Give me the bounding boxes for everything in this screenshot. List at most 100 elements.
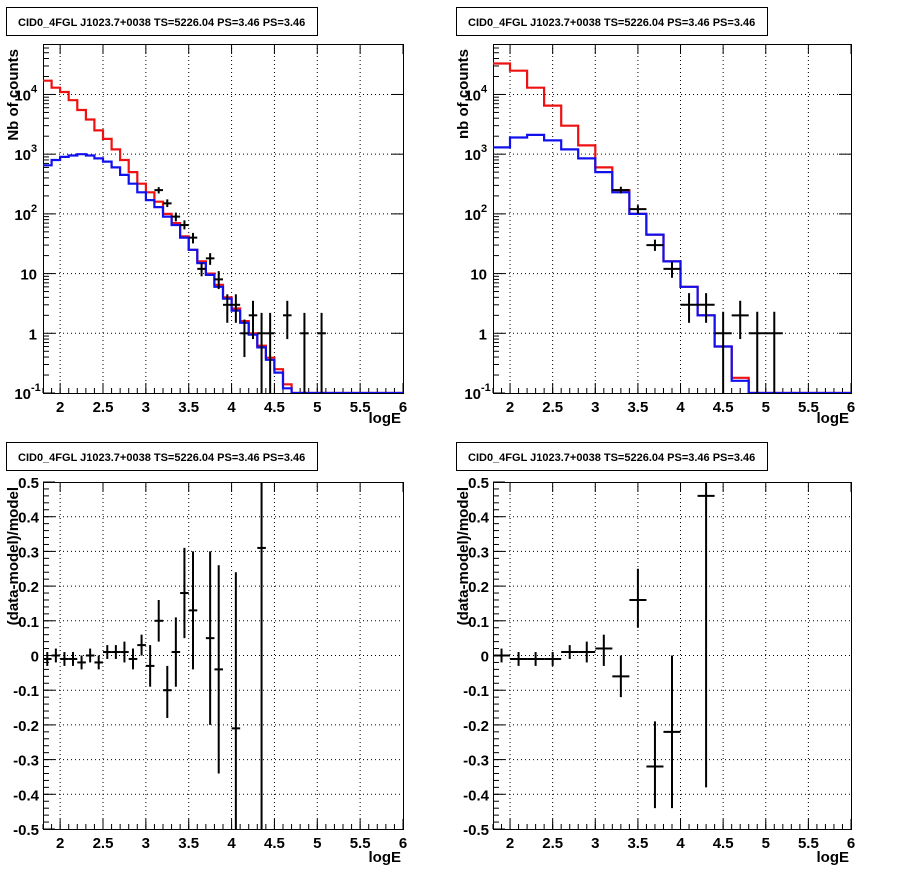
y-axis-label: nb of counts xyxy=(455,49,472,139)
y-tick-label: 0.2 xyxy=(468,579,489,596)
y-axis-label: Nb of counts xyxy=(5,49,22,141)
chart-pad-2: CID0_4FGL J1023.7+0038 TS=5226.04 PS=3.4… xyxy=(455,7,855,427)
data-point xyxy=(646,239,664,251)
component-model-histogram xyxy=(493,133,851,393)
x-tick-label: 5.5 xyxy=(798,399,819,416)
y-tick-label: -0.5 xyxy=(13,822,39,839)
x-tick-label: 6 xyxy=(847,399,855,416)
data-point xyxy=(561,645,579,659)
x-tick-label: 5 xyxy=(313,399,321,416)
y-tick-label: 0.5 xyxy=(18,475,39,492)
y-tick-label: -0.2 xyxy=(463,718,489,735)
x-tick-label: 3.5 xyxy=(178,399,199,416)
x-tick-label: 2 xyxy=(506,399,514,416)
data-point xyxy=(629,205,647,214)
data-point xyxy=(283,300,292,340)
y-tick-label: -0.1 xyxy=(463,683,489,700)
chart-title: CID0_4FGL J1023.7+0038 TS=5226.04 PS=3.4… xyxy=(18,452,305,464)
chart-pad-3: CID0_4FGL J1023.7+0038 TS=5226.04 PS=3.4… xyxy=(5,442,407,866)
data-point xyxy=(77,655,86,670)
data-point xyxy=(171,212,181,222)
y-tick-label: -0.4 xyxy=(463,787,490,804)
data-point xyxy=(205,253,215,265)
data-point xyxy=(493,648,511,663)
x-tick-label: 3 xyxy=(142,399,150,416)
data-point xyxy=(85,648,95,663)
data-point xyxy=(180,220,189,230)
y-tick-label: 1 xyxy=(29,326,37,343)
y-tick-label: 0.1 xyxy=(18,614,39,631)
x-tick-label: 3 xyxy=(591,399,599,416)
plot-area xyxy=(493,482,715,809)
y-tick-label: 0.4 xyxy=(18,510,40,527)
x-tick-label: 2 xyxy=(506,835,514,852)
data-point xyxy=(663,262,681,278)
data-point xyxy=(578,641,596,663)
data-point xyxy=(240,319,249,358)
data-point xyxy=(257,312,266,393)
plot-area xyxy=(43,482,266,829)
y-tick-label: 0.5 xyxy=(468,475,489,492)
data-point xyxy=(223,294,232,323)
data-point xyxy=(612,655,630,698)
plot-area xyxy=(43,79,403,393)
data-point xyxy=(510,652,528,666)
data-point xyxy=(257,482,266,829)
x-tick-label: 4.5 xyxy=(264,835,285,852)
x-tick-label: 3.5 xyxy=(627,399,648,416)
data-point xyxy=(205,551,215,725)
data-point xyxy=(646,721,664,809)
x-tick-label: 4.5 xyxy=(713,399,734,416)
x-tick-label: 6 xyxy=(399,399,407,416)
y-tick-exponent: 3 xyxy=(31,143,37,155)
y-tick-label: 0.2 xyxy=(18,579,39,596)
x-tick-label: 5.5 xyxy=(798,835,819,852)
x-axis-label: logE xyxy=(369,849,402,866)
chart-pad-4: CID0_4FGL J1023.7+0038 TS=5226.04 PS=3.4… xyxy=(455,442,855,866)
plot-frame xyxy=(493,44,852,394)
x-tick-label: 5 xyxy=(762,399,770,416)
y-tick-exponent: 4 xyxy=(481,83,488,95)
x-tick-label: 2.5 xyxy=(542,399,563,416)
y-tick-label: -0.1 xyxy=(13,683,39,700)
x-tick-label: 2.5 xyxy=(93,835,114,852)
x-tick-label: 6 xyxy=(847,835,855,852)
data-point xyxy=(265,312,275,393)
y-tick-exponent: -1 xyxy=(31,382,41,394)
x-axis-label: logE xyxy=(369,410,402,427)
y-tick-exponent: 3 xyxy=(481,143,487,155)
data-point xyxy=(128,648,138,670)
data-point xyxy=(145,645,155,687)
data-point xyxy=(163,199,172,208)
y-tick-exponent: 2 xyxy=(31,203,37,215)
data-point xyxy=(663,655,681,809)
data-point xyxy=(629,568,647,628)
y-tick-label: 10 xyxy=(14,147,31,164)
y-tick-label: -0.3 xyxy=(13,753,39,770)
data-point xyxy=(231,572,241,829)
x-tick-label: 3 xyxy=(142,835,150,852)
data-point xyxy=(154,599,163,642)
chart-title-box xyxy=(6,442,318,471)
x-tick-label: 6 xyxy=(399,835,407,852)
data-point xyxy=(188,232,198,244)
x-tick-label: 2 xyxy=(56,399,64,416)
y-tick-label: 0 xyxy=(31,649,39,666)
data-point xyxy=(248,300,258,340)
y-tick-label: 10 xyxy=(470,267,487,284)
data-point xyxy=(317,312,326,393)
x-axis-label: logE xyxy=(817,849,850,866)
x-tick-label: 2.5 xyxy=(93,399,114,416)
data-point xyxy=(94,655,103,670)
x-axis-label: logE xyxy=(817,410,850,427)
data-point xyxy=(612,186,630,194)
data-point xyxy=(51,648,61,663)
y-tick-label: 10 xyxy=(464,147,481,164)
y-tick-label: 10 xyxy=(14,386,31,403)
plot-area xyxy=(493,62,851,393)
data-point xyxy=(188,551,198,670)
y-tick-label: 0 xyxy=(481,649,489,666)
chart-title: CID0_4FGL J1023.7+0038 TS=5226.04 PS=3.4… xyxy=(468,17,755,29)
